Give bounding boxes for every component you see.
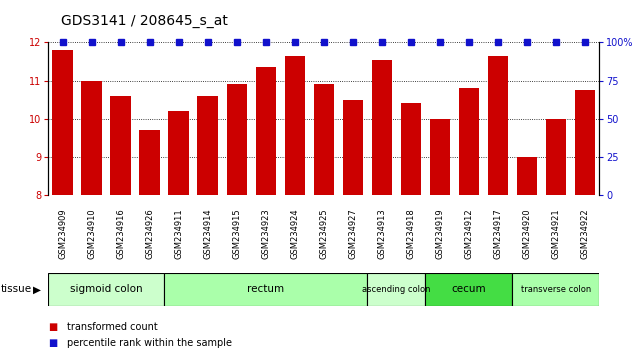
Text: rectum: rectum xyxy=(247,284,284,295)
Text: GSM234912: GSM234912 xyxy=(464,208,473,259)
Text: GSM234913: GSM234913 xyxy=(378,208,387,259)
Bar xyxy=(164,273,367,306)
Bar xyxy=(425,273,512,306)
Text: GSM234926: GSM234926 xyxy=(145,208,154,259)
Text: GSM234910: GSM234910 xyxy=(87,208,96,259)
Text: GSM234914: GSM234914 xyxy=(203,208,212,259)
Text: GSM234916: GSM234916 xyxy=(116,208,125,259)
Text: ▶: ▶ xyxy=(33,284,41,295)
Bar xyxy=(313,84,334,195)
Bar xyxy=(226,84,247,195)
Bar xyxy=(401,103,421,195)
Text: GSM234924: GSM234924 xyxy=(290,208,299,259)
Text: GDS3141 / 208645_s_at: GDS3141 / 208645_s_at xyxy=(61,14,228,28)
Text: GSM234927: GSM234927 xyxy=(348,208,357,259)
Bar xyxy=(48,273,164,306)
Text: GSM234920: GSM234920 xyxy=(522,208,531,259)
Text: ■: ■ xyxy=(48,338,57,348)
Bar xyxy=(458,88,479,195)
Bar xyxy=(53,50,72,195)
Bar xyxy=(140,130,160,195)
Bar xyxy=(575,90,595,195)
Bar xyxy=(285,56,305,195)
Bar xyxy=(429,119,450,195)
Bar xyxy=(512,273,599,306)
Bar xyxy=(372,59,392,195)
Text: GSM234909: GSM234909 xyxy=(58,208,67,259)
Bar xyxy=(169,111,189,195)
Bar xyxy=(342,99,363,195)
Bar xyxy=(488,56,508,195)
Text: GSM234919: GSM234919 xyxy=(435,208,444,259)
Bar xyxy=(110,96,131,195)
Text: GSM234915: GSM234915 xyxy=(232,208,241,259)
Bar xyxy=(517,156,537,195)
Text: GSM234921: GSM234921 xyxy=(551,208,560,259)
Bar xyxy=(545,119,566,195)
Text: sigmoid colon: sigmoid colon xyxy=(70,284,142,295)
Text: GSM234911: GSM234911 xyxy=(174,208,183,259)
Text: transverse colon: transverse colon xyxy=(520,285,591,294)
Text: GSM234923: GSM234923 xyxy=(261,208,270,259)
Text: GSM234922: GSM234922 xyxy=(580,208,589,259)
Text: GSM234918: GSM234918 xyxy=(406,208,415,259)
Text: ascending colon: ascending colon xyxy=(362,285,431,294)
Bar xyxy=(256,67,276,195)
Text: GSM234917: GSM234917 xyxy=(494,208,503,259)
Bar xyxy=(197,96,218,195)
Bar xyxy=(367,273,425,306)
Bar xyxy=(81,81,102,195)
Text: cecum: cecum xyxy=(451,284,486,295)
Text: GSM234925: GSM234925 xyxy=(319,208,328,259)
Text: ■: ■ xyxy=(48,322,57,332)
Text: tissue: tissue xyxy=(1,284,32,295)
Text: percentile rank within the sample: percentile rank within the sample xyxy=(67,338,232,348)
Text: transformed count: transformed count xyxy=(67,322,158,332)
